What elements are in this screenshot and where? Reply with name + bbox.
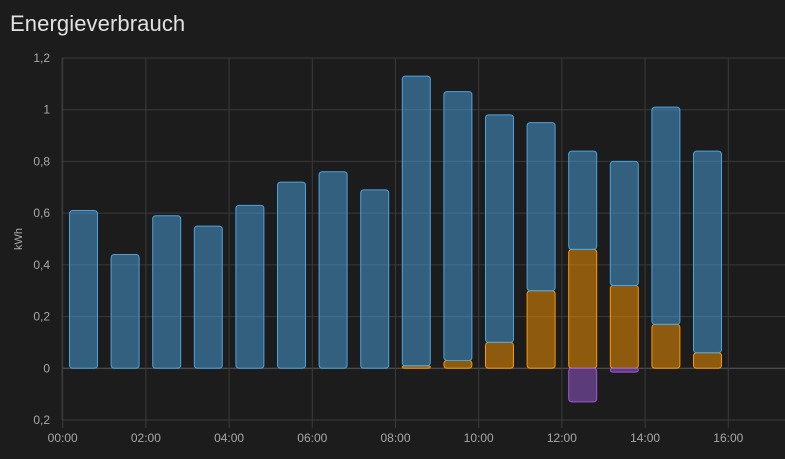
bar-grid_consumption [110,254,140,369]
bar-solar [609,285,639,369]
x-tick-label: 14:00 [630,431,660,445]
x-tick-label: 12:00 [547,431,577,445]
bar-grid_consumption [277,181,306,369]
bar-battery_out [568,367,598,403]
y-tick-label: 0 [43,361,50,375]
x-tick-label: 00:00 [48,431,78,445]
y-tick-label: 0,8 [33,154,50,168]
x-tick-label: 06:00 [297,431,327,445]
x-tick-label: 04:00 [214,431,244,445]
bar-battery_out [609,367,639,373]
bar-grid_consumption [443,91,473,362]
bar-grid_consumption [235,204,265,369]
bar-grid_consumption [609,160,639,287]
y-tick-label: 1,2 [33,51,50,65]
card-title: Energieverbrauch [10,11,186,36]
y-tick-label: 0,4 [33,258,50,272]
bar-solar [568,248,598,369]
bar-solar [651,323,681,369]
x-tick-label: 08:00 [380,431,410,445]
bar-solar [443,360,473,369]
bar-grid_consumption [360,189,390,369]
bar-grid_consumption [401,75,431,367]
bar-grid_consumption [485,114,514,343]
x-tick-label: 10:00 [464,431,494,445]
bar-grid_consumption [193,225,223,369]
bar-grid_consumption [318,171,348,369]
bar-grid_consumption [526,122,556,292]
bar-grid_consumption [69,210,98,369]
x-tick-label: 02:00 [131,431,161,445]
x-tick-label: 16:00 [713,431,743,445]
y-tick-label: 0,6 [33,206,50,220]
bar-grid_consumption [152,215,182,369]
bar-solar [485,341,514,369]
bar-solar [693,352,722,369]
bar-grid_consumption [651,106,681,325]
bar-solar [526,290,556,369]
y-tick-label: 0,2 [33,413,50,427]
bar-grid_consumption [693,150,722,354]
y-axis-title: kWh [13,228,25,250]
y-tick-label: 0,2 [33,310,50,324]
bar-grid_consumption [568,150,598,250]
y-tick-label: 1 [43,103,50,117]
